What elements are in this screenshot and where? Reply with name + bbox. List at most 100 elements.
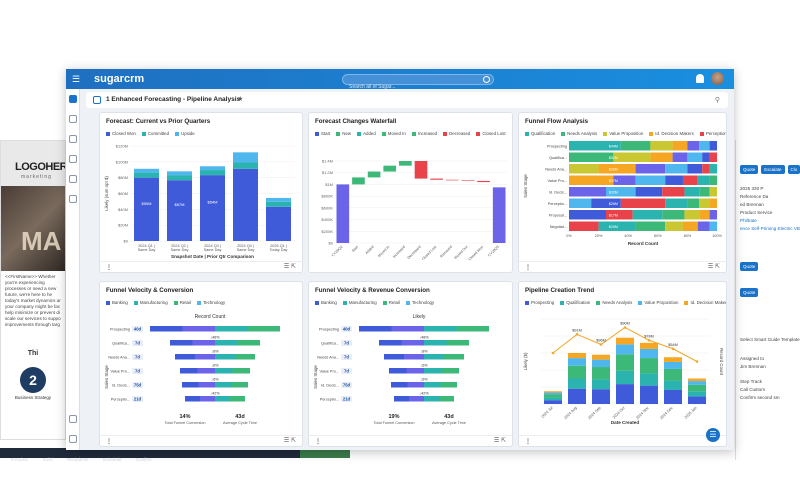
legend-item[interactable]: Retail [173, 300, 191, 305]
legend-item[interactable]: Increased [411, 131, 437, 136]
help-chat-icon[interactable]: ☰ [706, 428, 720, 442]
more-options-icon[interactable]: ⋮ [106, 439, 112, 445]
filter-expand-icons[interactable]: ☰ ⇱ [283, 438, 296, 444]
left-sidebar [66, 89, 80, 450]
notification-bell-icon[interactable] [696, 74, 704, 83]
product-link[interactable]: ence Self-Priming Electric VBC P [740, 226, 800, 231]
days-label: 21d [134, 397, 142, 402]
stacked-segment [635, 164, 666, 174]
step-recipients[interactable]: Recipients [67, 457, 89, 462]
filter-expand-icons[interactable]: ☰ ⇱ [283, 264, 296, 270]
y-tick-label: $0 [329, 241, 334, 246]
legend-item[interactable]: Closed Lost [476, 131, 506, 136]
legend-item[interactable]: Banking [106, 300, 128, 305]
legend-item[interactable]: Added [357, 131, 376, 136]
bar-segment [688, 381, 706, 385]
funnel-segment [424, 396, 439, 402]
velocity-chart: Record Count Prospecting 40d Qualifica... 7d… [104, 314, 280, 425]
legend-item[interactable]: Technology [196, 300, 225, 305]
bar-segment [592, 359, 610, 368]
stacked-segment [569, 164, 599, 174]
filter-expand-icons[interactable]: ☰ ⇱ [707, 264, 720, 270]
more-options-icon[interactable]: ⋮ [106, 265, 112, 271]
step-confirm[interactable]: Confirm [135, 457, 152, 462]
stacked-segment [687, 141, 700, 151]
legend-item[interactable]: Needs Analysis [561, 131, 597, 136]
legend-item[interactable]: Value Proposition [638, 300, 678, 305]
dashboard-title[interactable]: 1 Enhanced Forecasting - Pipeline Analys… [106, 96, 241, 103]
accounts-icon[interactable] [69, 135, 77, 143]
legend-item[interactable]: Upside [175, 131, 195, 136]
conversion-label: ↓6% [420, 378, 428, 382]
legend-item[interactable]: Qualification [560, 300, 590, 305]
step-build[interactable]: Build [42, 457, 53, 462]
step-schedule[interactable]: Schedule [102, 457, 122, 462]
bar-segment [134, 177, 159, 241]
legend-item[interactable]: Manufacturing [342, 300, 377, 305]
bar-segment [616, 344, 634, 355]
legend-item[interactable]: Committed [141, 131, 169, 136]
bar-segment [616, 354, 634, 371]
legend-item[interactable]: Needs Analysis [596, 300, 632, 305]
calendar-icon[interactable] [69, 435, 77, 443]
search-icon[interactable] [483, 76, 490, 83]
filter-expand-icons[interactable]: ☰ ⇱ [493, 438, 506, 444]
chart-legend: Banking Manufacturing Retail Technology [315, 300, 434, 305]
user-avatar[interactable] [711, 72, 724, 85]
opportunities-icon[interactable] [69, 175, 77, 183]
quote-button[interactable]: Quote [740, 165, 759, 174]
global-search[interactable] [342, 74, 494, 92]
contacts-icon[interactable] [69, 155, 77, 163]
legend-item[interactable]: Start [315, 131, 330, 136]
app-grid-icon[interactable]: ☰ [72, 74, 81, 84]
more-options-icon[interactable]: ⋮ [525, 439, 531, 445]
x-tick-label: Same Day [138, 248, 156, 252]
bar-segment [568, 365, 586, 379]
step-track[interactable]: Step Track [740, 379, 762, 384]
save-button[interactable]: Save [310, 457, 321, 462]
funnel-card: Funnel Flow Analysis Qualification Needs … [518, 112, 727, 273]
step-template[interactable]: Template [10, 457, 29, 462]
filter-icon[interactable]: ⚲ [714, 97, 720, 104]
docs-icon[interactable] [69, 415, 77, 423]
legend-item[interactable]: Prospecting [525, 300, 554, 305]
legend-item[interactable]: Value Proposition [603, 131, 643, 136]
x-tick-label: Same Day [204, 248, 222, 252]
funnel-segment [195, 354, 215, 360]
legend-item[interactable]: Technology [405, 300, 434, 305]
favorite-star-icon[interactable]: ★ [237, 96, 244, 103]
stacked-segment [699, 198, 710, 208]
bar-segment [664, 368, 682, 381]
legend-item[interactable]: Perception Analysis [699, 131, 726, 136]
quote-button-2[interactable]: Quote [740, 262, 759, 271]
home-icon[interactable] [69, 95, 77, 103]
legend-item[interactable]: Qualification [525, 131, 555, 136]
legend-item[interactable]: New [336, 131, 351, 136]
funnel-segment [170, 340, 193, 346]
more-options-icon[interactable]: ⋮ [525, 265, 531, 271]
legend-item[interactable]: Manufacturing [133, 300, 168, 305]
legend-item[interactable]: Banking [315, 300, 337, 305]
legend-item[interactable]: Retail [382, 300, 400, 305]
stacked-segment [620, 198, 666, 208]
close-button[interactable]: Clo [787, 165, 800, 174]
legend-item[interactable]: Id. Decision Makers [649, 131, 694, 136]
legend-item[interactable]: Removed [511, 131, 512, 136]
account-link[interactable]: Philtrate [740, 218, 757, 223]
cases-icon[interactable] [69, 195, 77, 203]
escalate-button[interactable]: Escalate [761, 165, 785, 174]
call-customer[interactable]: Call Custom [740, 387, 766, 392]
y-tick-label: $1.4M [322, 159, 333, 164]
days-label: 7d [344, 341, 349, 346]
brand-logo[interactable]: sugarcrm [94, 73, 145, 85]
data-label: $67M [174, 202, 184, 207]
legend-item[interactable]: Decreased [443, 131, 470, 136]
next-button[interactable]: Next [334, 457, 344, 462]
add-icon[interactable] [69, 115, 77, 123]
legend-item[interactable]: Moved In [381, 131, 406, 136]
quote-button-3[interactable]: Quote [740, 288, 759, 297]
search-input[interactable] [343, 82, 473, 92]
more-options-icon[interactable]: ⋮ [315, 439, 321, 445]
legend-item[interactable]: Closed Won [106, 131, 136, 136]
legend-item[interactable]: Id. Decision Makers [684, 300, 726, 305]
